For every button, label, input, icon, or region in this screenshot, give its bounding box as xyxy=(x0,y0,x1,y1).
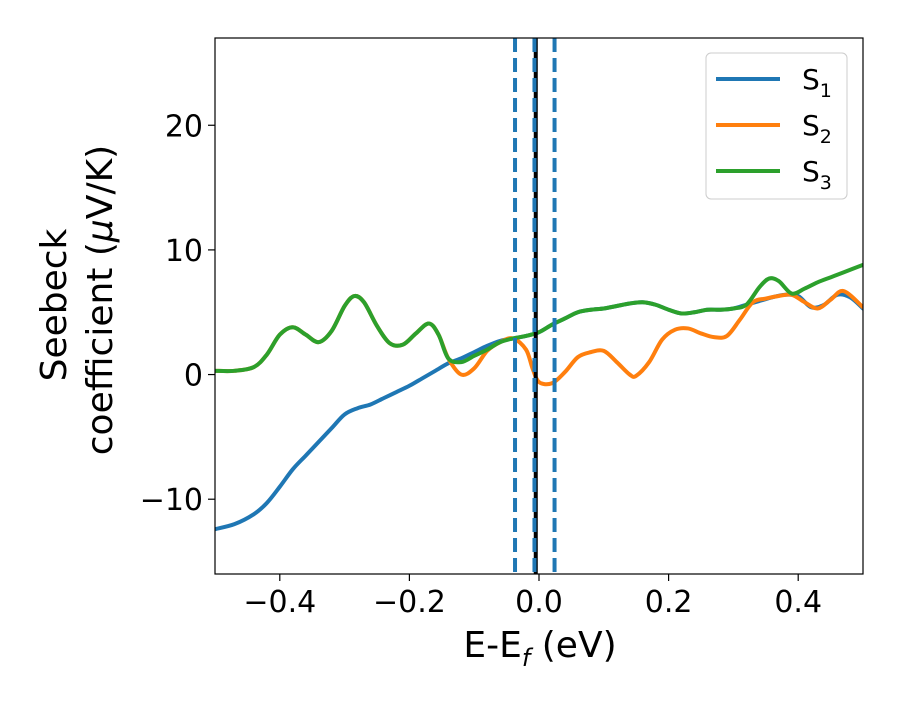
x-axis-title: E-Ef (eV) xyxy=(463,625,616,672)
legend-label-s3: S3 xyxy=(802,155,832,194)
y-tick-label: 0 xyxy=(184,359,203,394)
x-tick-label: 0.4 xyxy=(774,585,822,620)
series-line-s1 xyxy=(215,292,863,532)
plot-area xyxy=(215,38,863,574)
y-axis-title-line1: Seebeck xyxy=(34,228,75,381)
x-tick-label: −0.4 xyxy=(243,585,316,620)
series-line-s3 xyxy=(215,262,863,374)
axes: −0.4 −0.2 0.0 0.2 0.4 −10 0 10 20 xyxy=(140,37,864,620)
legend-label-s1: S1 xyxy=(802,63,832,102)
x-tick-label: 0.2 xyxy=(645,585,693,620)
y-axis-title-line2: coefficient (μV/K) xyxy=(80,145,121,455)
x-tick-label: 0.0 xyxy=(515,585,563,620)
y-tick-label: 10 xyxy=(165,234,203,269)
y-tick-label: 20 xyxy=(165,109,203,144)
legend-label-s2: S2 xyxy=(802,109,832,148)
legend: S1 S2 S3 xyxy=(705,52,848,200)
y-tick-label: −10 xyxy=(140,483,203,518)
x-tick-label: −0.2 xyxy=(373,585,446,620)
